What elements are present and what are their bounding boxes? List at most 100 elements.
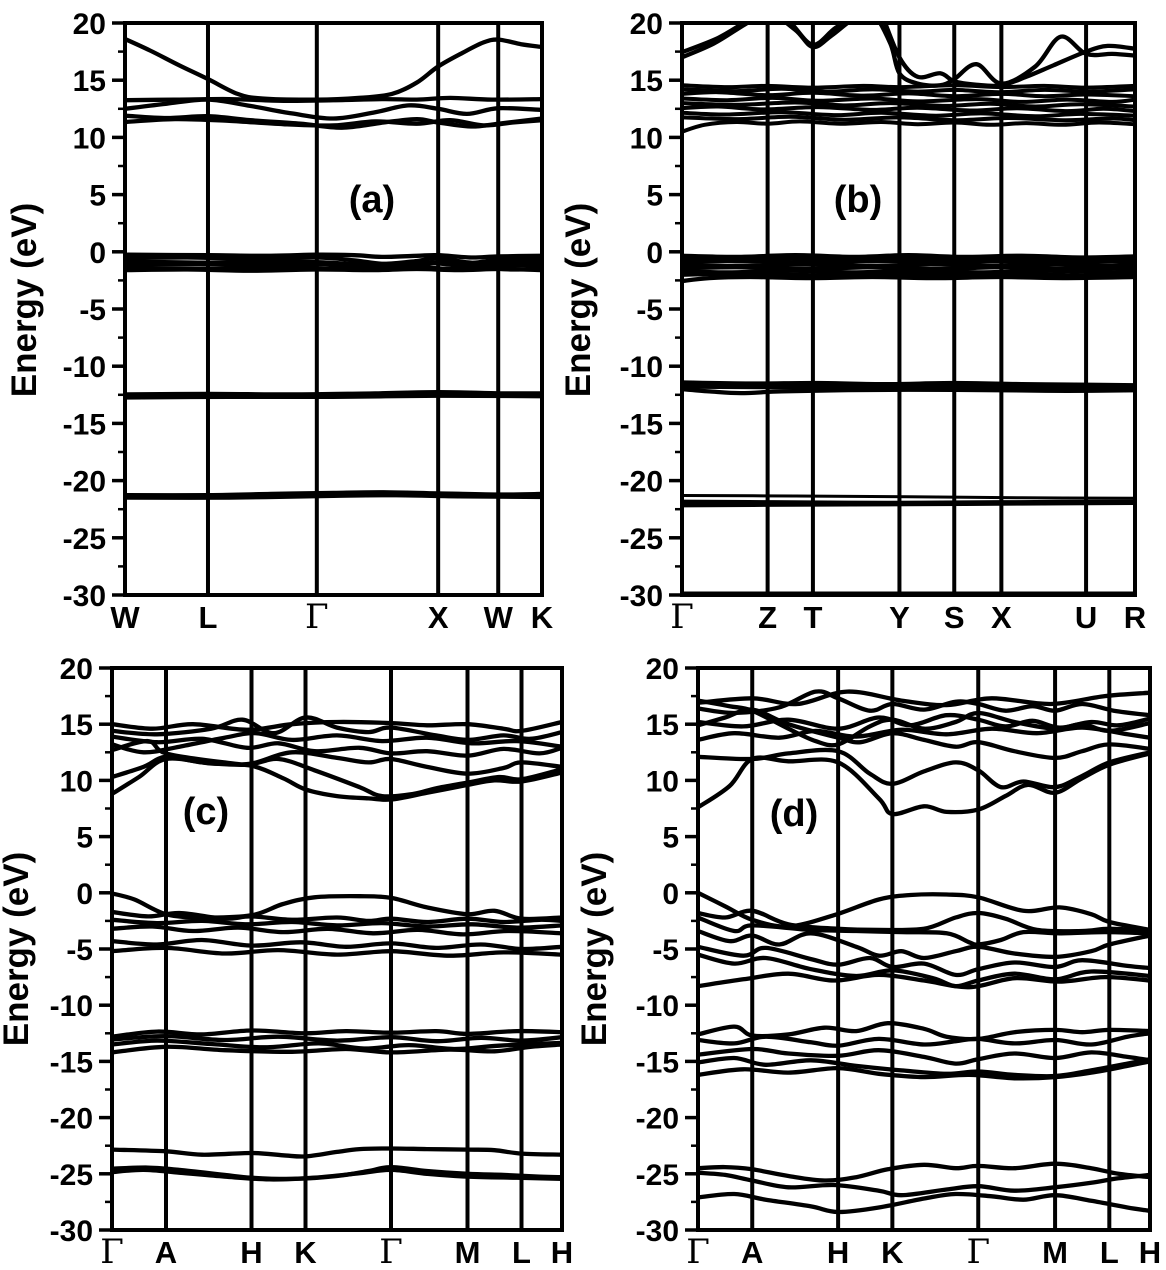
band-curve <box>682 500 1135 508</box>
y-tick-label: -15 <box>620 408 663 441</box>
k-point-label: X <box>991 600 1012 635</box>
band-curve <box>112 754 562 799</box>
k-point-label: Γ <box>686 1232 710 1270</box>
panel-label: (c) <box>183 791 229 833</box>
band-curve <box>125 252 542 260</box>
band-curve <box>112 909 562 925</box>
k-point-label: L <box>199 600 218 635</box>
y-tick-label: 10 <box>630 122 663 155</box>
band-curve <box>698 928 1150 961</box>
y-tick-label: -30 <box>63 580 106 613</box>
band-curve <box>112 1042 562 1055</box>
y-tick-label: 10 <box>646 765 679 798</box>
band-curve <box>682 95 1135 104</box>
y-tick-label: 15 <box>630 65 663 98</box>
band-curve <box>125 97 542 121</box>
k-point-label: S <box>944 600 965 635</box>
band-curve <box>698 1055 1150 1079</box>
y-tick-label: -15 <box>63 408 106 441</box>
y-tick-label: -5 <box>652 934 679 967</box>
k-point-label: X <box>428 600 449 635</box>
band-curve <box>125 492 542 500</box>
y-tick-label: 0 <box>76 878 93 911</box>
band-curve <box>698 1161 1150 1183</box>
band-curve <box>112 738 562 776</box>
y-tick-label: -5 <box>79 294 106 327</box>
y-tick-label: -30 <box>620 580 663 613</box>
y-tick-label: -20 <box>50 1103 93 1136</box>
band-curve <box>112 1033 562 1044</box>
bands-group <box>682 23 1135 595</box>
band-curve <box>698 1046 1150 1066</box>
k-point-label: W <box>110 600 140 635</box>
band-curve <box>682 104 1135 114</box>
k-point-label: H <box>240 1235 262 1270</box>
k-point-label: T <box>803 600 822 635</box>
y-tick-label: -15 <box>50 1046 93 1079</box>
band-curve <box>698 689 1150 708</box>
k-point-label: Γ <box>966 1232 990 1270</box>
band-curve <box>125 113 542 130</box>
y-tick-label: 10 <box>73 122 106 155</box>
y-tick-label: 5 <box>76 822 93 855</box>
y-tick-label: 15 <box>60 709 93 742</box>
y-tick-label: -20 <box>620 466 663 499</box>
y-tick-label: 0 <box>646 237 663 270</box>
band-curve <box>682 114 1135 123</box>
bands-group <box>125 36 542 500</box>
band-curve <box>698 751 1150 817</box>
k-point-label: L <box>512 1235 531 1270</box>
y-tick-label: -15 <box>636 1046 679 1079</box>
k-point-label: Y <box>889 600 910 635</box>
y-tick-label: -25 <box>620 523 663 556</box>
y-tick-label: 20 <box>646 653 679 686</box>
band-curve <box>682 380 1135 389</box>
y-tick-label: 20 <box>73 8 106 41</box>
band-curve <box>125 116 542 128</box>
band-curve <box>698 1191 1150 1215</box>
k-point-label: A <box>155 1235 177 1270</box>
y-tick-label: -25 <box>636 1159 679 1192</box>
y-tick-label: 20 <box>60 653 93 686</box>
band-curve <box>698 971 1150 990</box>
band-curve <box>698 1059 1150 1081</box>
k-point-label: Z <box>758 600 777 635</box>
y-tick-label: -30 <box>50 1215 93 1248</box>
y-tick-label: 15 <box>73 65 106 98</box>
band-curve <box>682 23 849 55</box>
band-curve <box>682 100 1135 109</box>
band-curve <box>682 494 1135 500</box>
bands-group <box>698 689 1150 1215</box>
y-tick-label: -30 <box>636 1215 679 1248</box>
band-curve <box>698 890 1150 933</box>
y-axis-title: Energy (eV) <box>575 852 614 1047</box>
band-curve <box>112 1028 562 1039</box>
y-tick-label: -20 <box>63 466 106 499</box>
band-curve <box>112 719 562 734</box>
y-tick-label: -10 <box>636 990 679 1023</box>
k-point-label: K <box>531 600 554 635</box>
k-point-label: K <box>881 1235 904 1270</box>
k-point-label: R <box>1124 600 1146 635</box>
y-tick-label: -10 <box>63 351 106 384</box>
band-curve <box>682 83 1135 90</box>
band-curve <box>698 1170 1150 1198</box>
panel-b: 20 15 10 5 0 -5 -10 -15 -20 -25 -30Γ Z T Y S X U R Energy … <box>559 8 1146 637</box>
k-point-label: Γ <box>379 1232 403 1270</box>
band-curve <box>682 274 1135 284</box>
band-curve <box>112 1146 562 1159</box>
k-point-label: Γ <box>670 597 694 637</box>
y-tick-label: 0 <box>89 237 106 270</box>
k-point-label: L <box>1100 1235 1119 1270</box>
band-curve <box>125 36 542 102</box>
band-curve <box>698 747 1150 790</box>
k-point-label: Γ <box>100 1232 124 1270</box>
plot-border <box>123 21 544 597</box>
band-curve <box>112 734 562 758</box>
y-tick-label: -5 <box>636 294 663 327</box>
band-curve <box>112 924 562 937</box>
